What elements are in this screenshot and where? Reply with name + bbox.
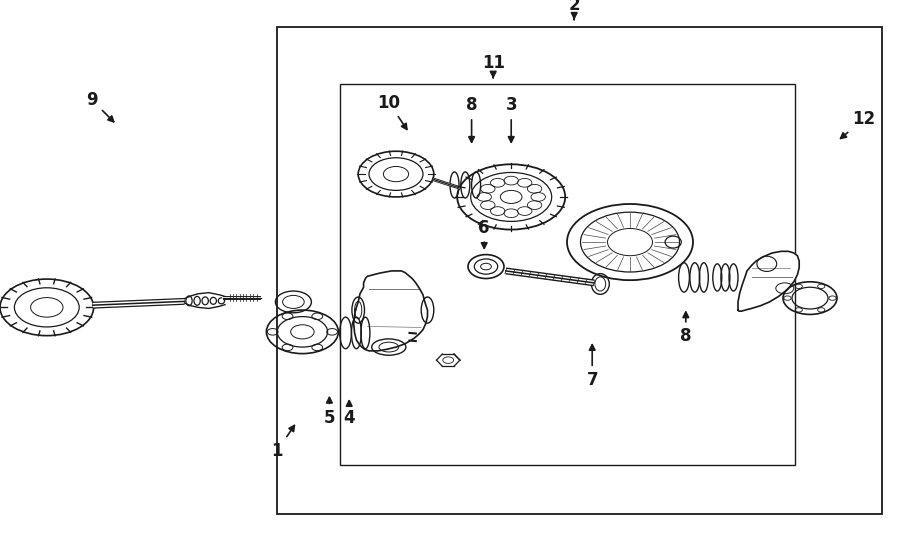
Text: 9: 9 xyxy=(86,91,113,122)
Text: 7: 7 xyxy=(587,345,598,389)
Text: 1: 1 xyxy=(272,425,294,460)
Text: 8: 8 xyxy=(680,312,691,345)
Text: 4: 4 xyxy=(344,401,355,427)
Bar xyxy=(277,27,882,514)
Text: 2: 2 xyxy=(569,0,580,19)
Text: 6: 6 xyxy=(479,219,490,248)
Bar xyxy=(340,84,795,465)
Text: 12: 12 xyxy=(841,110,876,139)
Text: 5: 5 xyxy=(324,398,335,427)
Polygon shape xyxy=(738,251,799,311)
Text: 10: 10 xyxy=(377,94,407,129)
Text: 8: 8 xyxy=(466,96,477,142)
Text: 11: 11 xyxy=(482,54,505,78)
Text: 3: 3 xyxy=(506,96,517,142)
